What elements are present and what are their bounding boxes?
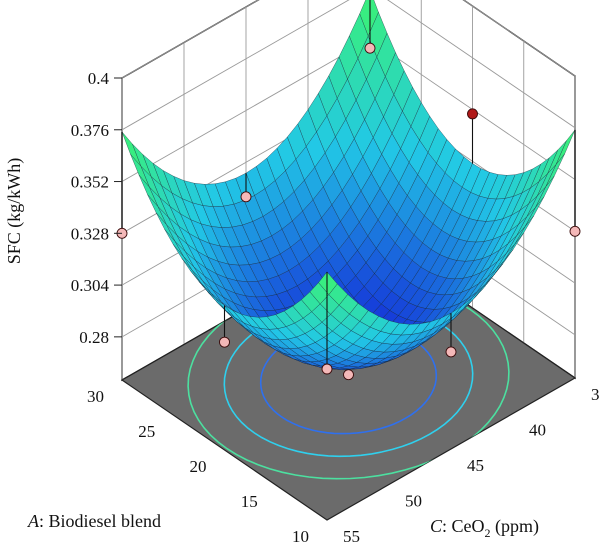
x-axis: 10 15 20 25 30 A: Biodiesel blend bbox=[27, 387, 309, 545]
design-point bbox=[321, 363, 333, 375]
z-tick-label: 0.4 bbox=[88, 69, 110, 88]
x-axis-title: A: Biodiesel blend bbox=[27, 511, 161, 531]
z-tick-label: 0.352 bbox=[71, 173, 109, 192]
design-point bbox=[445, 346, 457, 358]
gridline-horizontal bbox=[121, 0, 576, 131]
z-tick-label: 0.28 bbox=[79, 328, 109, 347]
y-tick-label: 35 bbox=[591, 385, 600, 404]
y-axis-variable: C bbox=[430, 516, 443, 536]
surface-cell bbox=[121, 131, 142, 167]
design-point bbox=[343, 369, 354, 381]
design-point bbox=[467, 108, 478, 120]
design-point bbox=[569, 225, 581, 237]
gridline-horizontal bbox=[121, 0, 576, 79]
x-tick-label: 20 bbox=[190, 457, 207, 476]
z-tick-label: 0.304 bbox=[71, 276, 110, 295]
y-axis-subscript: 2 bbox=[485, 526, 491, 540]
design-point bbox=[219, 336, 230, 348]
z-tick-label: 0.376 bbox=[71, 121, 109, 140]
design-points-above bbox=[116, 0, 581, 375]
x-axis-name: : Biodiesel blend bbox=[39, 511, 161, 531]
design-point bbox=[240, 191, 252, 203]
surface-cell bbox=[318, 271, 338, 295]
y-tick-label: 55 bbox=[343, 527, 360, 545]
y-tick-label: 50 bbox=[405, 492, 422, 511]
x-tick-label: 10 bbox=[292, 527, 309, 545]
y-axis: 55 50 45 40 35 C: CeO2 (ppm) bbox=[343, 385, 600, 545]
y-axis-title: C: CeO2 (ppm) bbox=[430, 516, 539, 540]
z-axis: 0.28 0.304 0.328 0.352 0.376 0.4 SFC (kg/kWh) bbox=[4, 69, 122, 347]
z-tick-label: 0.328 bbox=[71, 224, 109, 243]
x-tick-label: 15 bbox=[241, 492, 258, 511]
x-axis-variable: A bbox=[27, 511, 40, 531]
surface-cell bbox=[555, 129, 576, 165]
y-axis-name: : CeO bbox=[442, 516, 485, 536]
response-surface bbox=[121, 0, 576, 370]
y-axis-unit: (ppm) bbox=[491, 516, 540, 537]
x-tick-label: 30 bbox=[87, 387, 104, 406]
y-tick-label: 40 bbox=[529, 421, 546, 440]
x-tick-label: 25 bbox=[138, 422, 155, 441]
design-point bbox=[364, 42, 376, 54]
y-tick-label: 45 bbox=[467, 456, 484, 475]
z-axis-title: SFC (kg/kWh) bbox=[4, 158, 25, 265]
